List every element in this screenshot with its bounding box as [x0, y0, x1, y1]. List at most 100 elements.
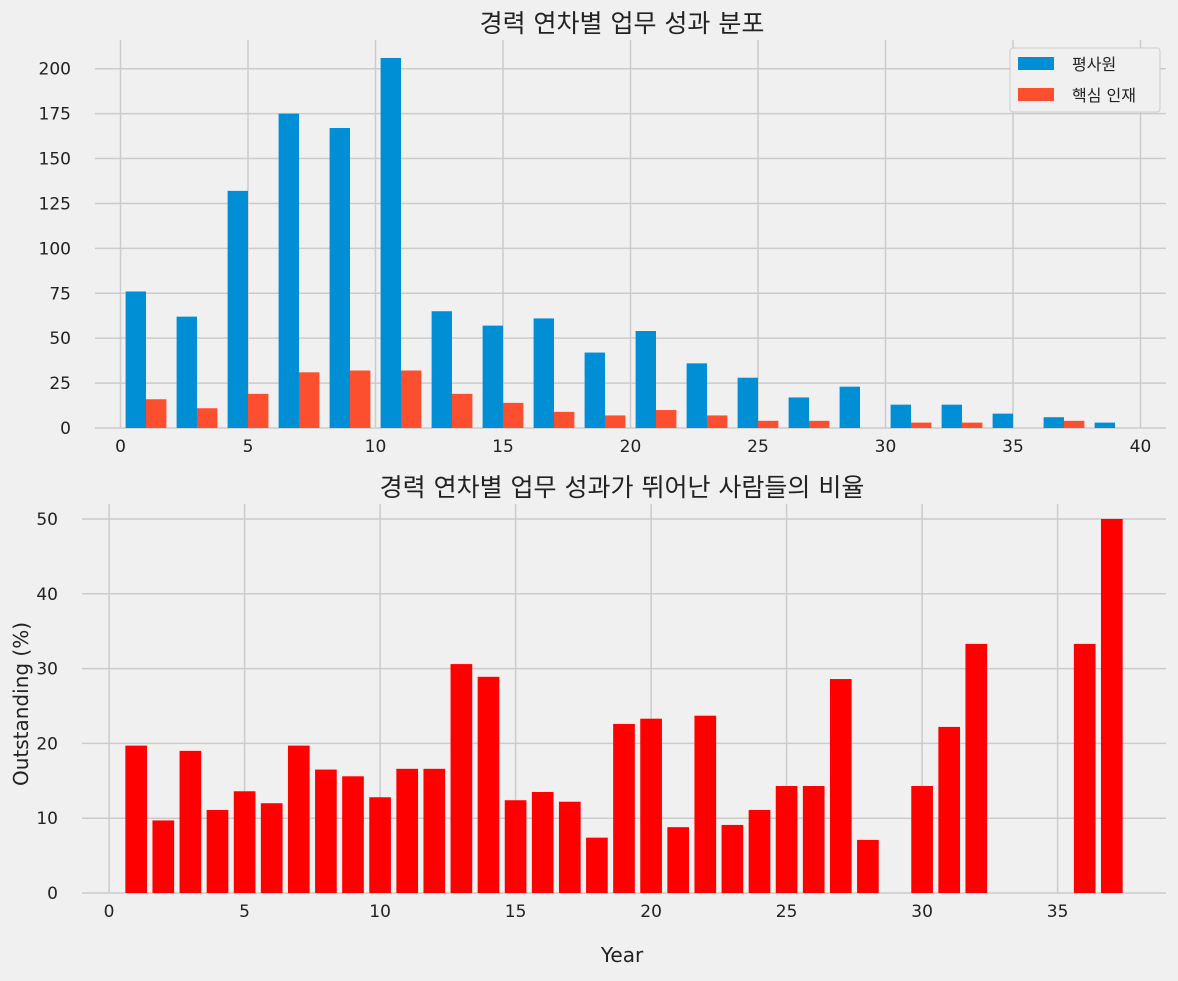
top-chart-legend: 평사원 핵심 인재 [1009, 47, 1161, 113]
bar-regular [227, 190, 248, 428]
bar-key-talent [1064, 420, 1085, 428]
bottom-chart-ticks: 0 5 10 15 20 25 30 35 0 10 20 30 40 50 [36, 510, 1068, 922]
bar-key-talent [401, 370, 422, 428]
bar-outstanding-ratio [477, 676, 500, 893]
bar-regular [635, 331, 656, 428]
bottom-chart-y-tick-label: 10 [36, 809, 58, 829]
bar-outstanding-ratio [802, 786, 825, 893]
bar-outstanding-ratio [829, 679, 852, 893]
top-chart-y-tick-label: 175 [39, 105, 71, 125]
top-chart-ticks: 0 5 10 15 20 25 30 35 40 0 25 50 75 100 125 150 175 200 [39, 60, 1152, 457]
bar-key-talent [299, 372, 320, 428]
top-chart-x-tick-label: 40 [1130, 437, 1152, 457]
bar-regular [788, 397, 809, 428]
top-chart-y-tick-label: 25 [49, 374, 71, 394]
top-chart: 0 5 10 15 20 25 30 35 40 0 25 50 75 100 125 150 175 200 경… [39, 9, 1166, 457]
bar-regular [839, 386, 860, 428]
top-chart-bars [125, 57, 1115, 429]
top-chart-y-tick-label: 100 [39, 239, 71, 259]
top-chart-title: 경력 연차별 업무 성과 분포 [480, 9, 765, 38]
bottom-chart-x-tick-label: 10 [369, 902, 391, 922]
bar-regular [584, 352, 605, 428]
bottom-chart-x-axis-label: Year [600, 943, 644, 967]
bar-regular [1094, 422, 1115, 428]
bar-outstanding-ratio [667, 827, 690, 893]
bar-key-talent [656, 410, 677, 428]
bar-outstanding-ratio [1100, 518, 1123, 893]
bar-outstanding-ratio [152, 820, 175, 893]
bar-key-talent [503, 402, 524, 428]
bar-outstanding-ratio [558, 801, 581, 893]
bottom-chart-y-axis-label: Outstanding (%) [9, 622, 33, 786]
top-chart-x-tick-label: 25 [747, 437, 769, 457]
bar-outstanding-ratio [531, 792, 554, 893]
bottom-chart-x-tick-label: 20 [640, 902, 662, 922]
top-chart-x-tick-label: 10 [365, 437, 387, 457]
top-chart-y-tick-label: 0 [60, 419, 71, 439]
bar-key-talent [248, 393, 269, 428]
top-chart-y-tick-label: 125 [39, 194, 71, 214]
bottom-chart-bars [125, 518, 1123, 893]
bar-key-talent [350, 370, 371, 428]
bar-outstanding-ratio [965, 643, 988, 893]
bar-regular [278, 113, 299, 429]
bar-outstanding-ratio [775, 786, 798, 893]
bar-regular [482, 325, 503, 428]
bar-outstanding-ratio [504, 800, 527, 893]
bar-outstanding-ratio [938, 726, 961, 893]
bar-outstanding-ratio [233, 791, 256, 893]
bar-regular [380, 57, 401, 429]
bar-outstanding-ratio [179, 750, 202, 893]
bar-regular [992, 413, 1013, 428]
top-chart-x-tick-label: 5 [243, 437, 254, 457]
bar-outstanding-ratio [911, 786, 933, 893]
top-chart-x-tick-label: 35 [1002, 437, 1024, 457]
bar-outstanding-ratio [396, 768, 419, 893]
bottom-chart-y-tick-label: 0 [47, 884, 58, 904]
bar-key-talent [554, 411, 575, 428]
bar-outstanding-ratio [315, 769, 337, 893]
bar-key-talent [911, 422, 932, 428]
legend-swatch-key-talent [1018, 88, 1054, 101]
legend-label-key-talent: 핵심 인재 [1072, 86, 1136, 105]
bar-regular [941, 404, 962, 428]
bar-outstanding-ratio [586, 837, 608, 893]
bottom-chart: 0 5 10 15 20 25 30 35 0 10 20 30 40 50 경력 연차별 업무 성과가 … [9, 473, 1166, 967]
bar-key-talent [605, 415, 626, 428]
bar-outstanding-ratio [857, 839, 879, 893]
bottom-chart-y-tick-label: 50 [36, 510, 58, 530]
bar-key-talent [809, 420, 830, 428]
bottom-chart-x-tick-label: 15 [505, 902, 527, 922]
bottom-chart-x-tick-label: 35 [1047, 902, 1069, 922]
bar-regular [431, 311, 452, 428]
bar-key-talent [146, 399, 167, 428]
bar-key-talent [707, 415, 728, 428]
top-chart-x-tick-label: 15 [492, 437, 514, 457]
bar-regular [1043, 417, 1064, 428]
bar-regular [176, 316, 197, 428]
bar-key-talent [758, 420, 779, 428]
bar-outstanding-ratio [721, 824, 744, 893]
bottom-chart-title: 경력 연차별 업무 성과가 뛰어난 사람들의 비율 [380, 473, 865, 502]
legend-label-regular: 평사원 [1072, 55, 1116, 74]
bar-regular [686, 363, 707, 428]
bottom-chart-x-tick-label: 0 [104, 902, 115, 922]
bar-outstanding-ratio [206, 809, 229, 893]
bottom-chart-x-tick-label: 25 [776, 902, 798, 922]
bottom-chart-y-tick-label: 20 [36, 734, 58, 754]
bar-outstanding-ratio [1073, 643, 1096, 893]
bar-regular [890, 404, 911, 428]
bar-key-talent [452, 393, 473, 428]
bar-regular [533, 318, 554, 428]
top-chart-y-tick-label: 200 [39, 60, 71, 80]
bar-regular [737, 377, 758, 428]
bar-outstanding-ratio [260, 803, 283, 893]
top-chart-x-tick-label: 0 [115, 437, 126, 457]
bar-regular [329, 128, 350, 428]
bottom-chart-y-tick-label: 40 [36, 585, 58, 605]
top-chart-y-tick-label: 50 [49, 329, 71, 349]
bar-outstanding-ratio [694, 715, 717, 893]
top-chart-grid [95, 40, 1166, 429]
